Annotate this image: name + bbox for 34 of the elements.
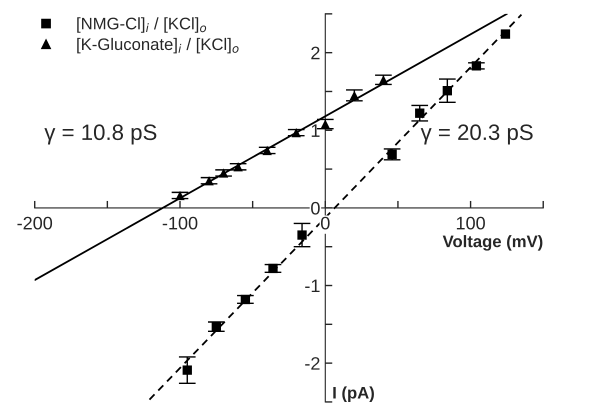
y-tick-label: 0	[311, 202, 320, 215]
point	[292, 128, 301, 138]
annotation: γ = 10.8 pS	[44, 124, 156, 145]
point	[350, 90, 360, 100]
annotation: γ = 20.3 pS	[420, 124, 533, 145]
point	[212, 322, 221, 332]
y-tick-label: 2	[311, 46, 320, 60]
point	[415, 108, 424, 118]
point	[500, 29, 510, 39]
point	[442, 86, 452, 96]
y-tick-label: 1	[312, 124, 320, 137]
point	[387, 150, 397, 160]
x-axis-title: Voltage (mV)	[442, 235, 542, 251]
point	[233, 162, 243, 172]
x-tick-label: -200	[17, 216, 52, 230]
point	[218, 168, 228, 178]
x-tick-label: 100	[456, 216, 485, 230]
point	[204, 176, 214, 186]
x-tick-label: 0	[320, 216, 330, 230]
x-tick-label: -100	[162, 216, 198, 230]
point	[472, 61, 482, 71]
legend-label: [NMG-Cl]$_{i}$ / [KCl]$_{o}$	[77, 17, 206, 33]
point	[320, 119, 330, 129]
point	[268, 264, 278, 274]
y-tick-label: -1	[305, 280, 320, 292]
point	[262, 146, 272, 156]
legend-label: [K-Gluconate]$_{i}$ / [KCl]$_{o}$	[77, 38, 239, 54]
y-tick-label: -2	[305, 357, 320, 370]
point	[297, 230, 307, 240]
point	[175, 190, 185, 200]
point	[182, 365, 192, 375]
point	[240, 294, 250, 304]
point	[378, 75, 388, 84]
y-axis-title: I (pA)	[333, 386, 374, 402]
